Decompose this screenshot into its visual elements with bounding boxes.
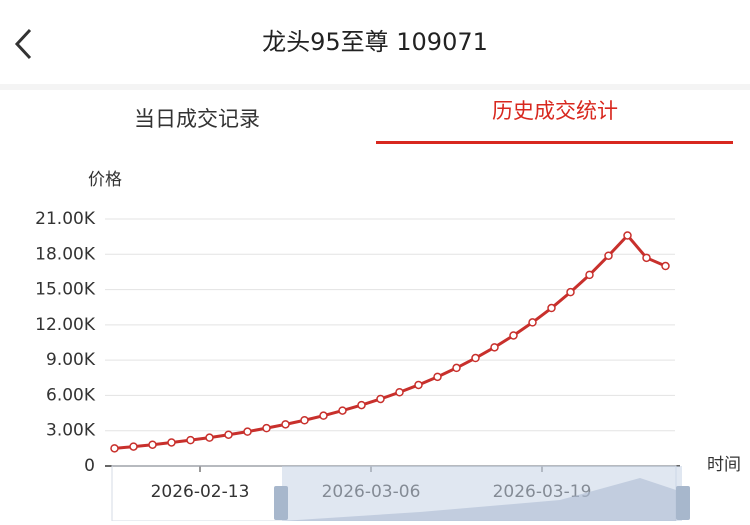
point: [585, 270, 594, 280]
point: [661, 261, 670, 271]
point: [110, 444, 119, 453]
page-title: 龙头95至尊 109071: [262, 28, 488, 56]
point: [623, 231, 632, 240]
point: [566, 287, 575, 297]
point: [642, 253, 651, 263]
point: [471, 353, 480, 363]
point: [338, 406, 347, 415]
point: [433, 372, 442, 382]
back-button[interactable]: [14, 28, 32, 60]
zoom-handle[interactable]: [676, 486, 690, 520]
point: [452, 363, 461, 373]
point: [395, 388, 404, 397]
y-tick-label: 6.00K: [46, 385, 96, 405]
point: [509, 331, 518, 340]
x-tick-label: 2026-02-13: [151, 482, 250, 502]
point: [300, 415, 309, 425]
tab-active[interactable]: 历史成交统计: [492, 99, 618, 123]
point: [262, 423, 271, 433]
point: [281, 420, 290, 429]
data-zoom[interactable]: [111, 465, 690, 522]
x-axis-title: 时间: [707, 455, 741, 475]
y-axis-title: 价格: [88, 170, 122, 190]
y-tick-label: 0: [84, 456, 95, 476]
point: [547, 303, 556, 313]
y-tick-label: 3.00K: [46, 421, 96, 441]
point: [205, 433, 214, 442]
point: [357, 400, 366, 410]
point: [186, 435, 195, 445]
point: [148, 440, 157, 449]
point: [224, 430, 233, 439]
point: [376, 394, 385, 404]
point: [604, 251, 613, 260]
y-tick-label: 12.00K: [35, 315, 96, 335]
tab-underline: [376, 141, 733, 144]
point: [129, 442, 138, 451]
y-tick-label: 18.00K: [35, 244, 96, 264]
zoom-handle[interactable]: [274, 486, 288, 520]
point: [528, 318, 537, 327]
y-tick-label: 21.00K: [35, 209, 96, 229]
divider: [0, 84, 750, 90]
point: [319, 411, 328, 420]
chart: 价格 时间 0 3.00K 6.00K 9.00K 12.00K 15.00K 18.00K…: [35, 170, 741, 502]
zoom-shadow: [282, 478, 676, 521]
header-bar: [0, 0, 750, 84]
y-tick-label: 9.00K: [46, 350, 96, 370]
y-tick-label: 15.00K: [35, 280, 96, 300]
point: [490, 343, 499, 352]
series-line: [114, 233, 667, 450]
point: [414, 380, 423, 390]
tab[interactable]: 当日成交记录: [134, 107, 260, 131]
point: [243, 427, 252, 436]
point: [167, 438, 176, 447]
